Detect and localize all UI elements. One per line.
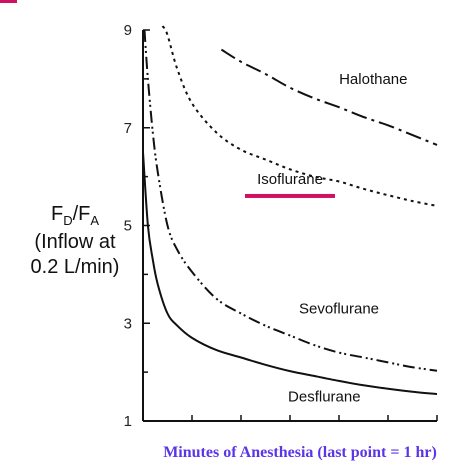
ylabel-sub-a: A bbox=[90, 213, 99, 228]
y-tick-label: 5 bbox=[124, 218, 132, 235]
ylabel-f: F bbox=[51, 203, 63, 225]
series-label-isoflurane: Isoflurane bbox=[257, 171, 323, 188]
series-label-underline bbox=[245, 193, 335, 198]
x-axis-label: Minutes of Anesthesia (last point = 1 hr… bbox=[163, 444, 437, 461]
series-line-sevoflurane bbox=[143, 29, 438, 372]
series-line-desflurane bbox=[142, 152, 438, 396]
series-labels: Halothane Isoflurane Sevoflurane Desflurane bbox=[245, 71, 407, 405]
series-label-halothane: Halothane bbox=[339, 71, 407, 88]
y-axis-label: FD/FA (Inflow at 0.2 L/min) bbox=[31, 203, 120, 278]
ylabel-sub-d: D bbox=[63, 213, 72, 228]
series-lines bbox=[142, 25, 438, 396]
top-left-mark bbox=[0, 0, 17, 3]
series-label-desflurane: Desflurane bbox=[288, 388, 361, 405]
ylabel-line2: (Inflow at bbox=[34, 231, 116, 253]
tick-labels: 1 3 5 7 9 bbox=[124, 22, 132, 430]
ylabel-slash-f: /F bbox=[73, 203, 91, 225]
series-label-sevoflurane: Sevoflurane bbox=[299, 300, 379, 317]
y-tick-label: 1 bbox=[124, 413, 132, 430]
y-tick-label: 7 bbox=[124, 120, 132, 137]
y-tick-label: 9 bbox=[124, 22, 132, 39]
series-line-halothane bbox=[220, 48, 438, 146]
series-line-isoflurane bbox=[161, 25, 438, 207]
axes bbox=[142, 29, 438, 422]
y-tick-label: 3 bbox=[124, 315, 132, 332]
ylabel-line3: 0.2 L/min) bbox=[31, 256, 120, 278]
